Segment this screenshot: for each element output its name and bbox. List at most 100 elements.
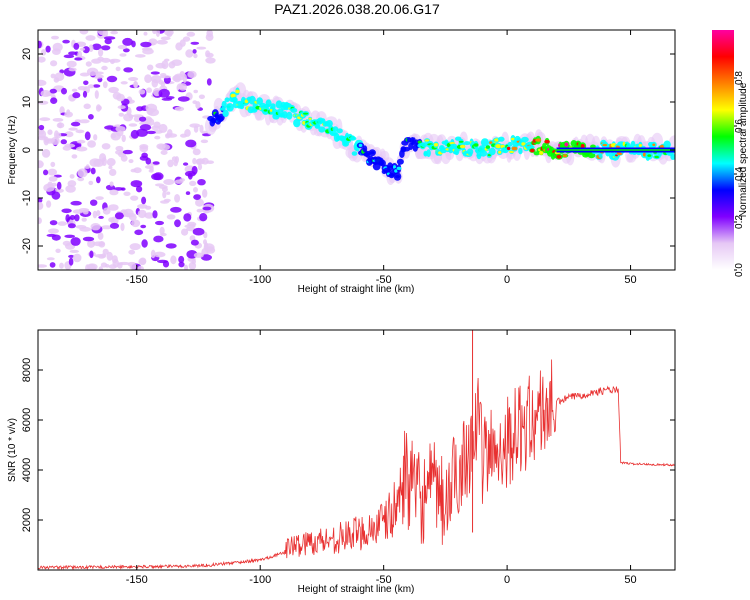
- noise-blob: [130, 129, 140, 139]
- noise-blob: [69, 249, 80, 253]
- ridge-core: [230, 93, 236, 98]
- snr-xtick-label: -100: [249, 574, 271, 586]
- noise-blob: [141, 239, 148, 248]
- noise-blob: [177, 96, 190, 102]
- noise-blob: [84, 131, 91, 141]
- noise-blob: [139, 155, 149, 161]
- noise-blob: [118, 112, 125, 117]
- noise-blob: [130, 195, 139, 201]
- noise-blob: [154, 183, 165, 187]
- ridge-core: [508, 150, 515, 153]
- ridge-core: [303, 112, 309, 115]
- noise-blob: [130, 168, 137, 173]
- noise-blob: [117, 262, 124, 266]
- noise-blob: [103, 36, 116, 40]
- noise-blob: [72, 209, 84, 214]
- ridge-core: [458, 140, 464, 143]
- noise-blob: [174, 106, 185, 112]
- ridge-core: [498, 150, 502, 154]
- noise-blob: [63, 54, 75, 59]
- noise-blob: [52, 42, 63, 52]
- noise-blob: [179, 178, 185, 182]
- ridge-core: [343, 142, 348, 146]
- noise-blob: [203, 231, 208, 239]
- noise-blob: [54, 72, 65, 81]
- ridge-core: [358, 143, 363, 147]
- noise-blob: [86, 67, 99, 77]
- noise-blob: [77, 168, 88, 178]
- noise-blob: [71, 88, 78, 92]
- spectrogram-marks: [38, 30, 675, 270]
- noise-blob: [170, 206, 182, 213]
- noise-blob: [106, 158, 116, 167]
- noise-blob: [38, 56, 46, 63]
- noise-blob: [58, 122, 63, 129]
- noise-blob: [82, 236, 95, 242]
- noise-blob: [69, 215, 76, 220]
- ridge-core: [506, 146, 511, 151]
- noise-blob: [50, 73, 56, 79]
- noise-blob: [183, 213, 192, 222]
- colorbar-tick-label: 0.6: [734, 119, 745, 133]
- noise-blob: [152, 161, 160, 165]
- noise-blob: [49, 88, 57, 94]
- ridge-core: [638, 144, 643, 147]
- ridge-mark: [488, 147, 496, 156]
- noise-blob: [92, 210, 98, 219]
- figure-title: PAZ1.2026.038.20.06.G17: [274, 1, 440, 17]
- noise-blob: [81, 217, 87, 222]
- noise-blob: [150, 249, 156, 259]
- noise-blob: [196, 158, 205, 165]
- noise-blob: [39, 117, 51, 122]
- noise-blob: [133, 81, 139, 89]
- snr-xtick-label: -150: [126, 574, 148, 586]
- noise-blob: [64, 143, 76, 148]
- noise-blob: [101, 157, 107, 167]
- ridge-core: [539, 150, 544, 155]
- noise-blob: [43, 169, 49, 176]
- spectrogram-ylabel: Frequency (Hz): [7, 116, 18, 185]
- ridge-mark: [379, 159, 386, 167]
- snr-series-line: [38, 359, 675, 570]
- ridge-core: [510, 137, 516, 141]
- noise-blob: [98, 241, 106, 248]
- ridge-core: [580, 144, 585, 149]
- noise-blob: [134, 229, 144, 236]
- noise-blob: [100, 225, 112, 230]
- noise-blob: [185, 139, 197, 148]
- noise-blob: [192, 157, 197, 165]
- noise-blob: [161, 186, 168, 193]
- noise-blob: [178, 83, 187, 91]
- noise-blob: [134, 54, 146, 58]
- snr-ytick-label: 8000: [21, 358, 33, 382]
- noise-blob: [70, 237, 81, 246]
- noise-blob: [190, 223, 196, 227]
- spectrogram-ytick-label: 20: [21, 48, 33, 60]
- noise-blob: [88, 114, 94, 120]
- noise-blob: [183, 162, 189, 166]
- noise-blob: [154, 135, 161, 140]
- ridge-core: [424, 139, 430, 142]
- noise-blob: [62, 39, 70, 44]
- ridge-core: [263, 109, 268, 112]
- noise-blob: [189, 180, 197, 186]
- ridge-core: [511, 146, 518, 151]
- ridge-mark: [224, 97, 230, 103]
- noise-blob: [186, 31, 196, 37]
- noise-blob: [151, 78, 159, 88]
- noise-blob: [120, 81, 128, 85]
- noise-blob: [95, 104, 102, 112]
- noise-blob: [96, 176, 101, 184]
- noise-blob: [72, 253, 82, 263]
- spectrogram-ytick-label: 10: [21, 96, 33, 108]
- colorbar-tick-label: 0.8: [734, 71, 745, 85]
- ridge-core: [394, 169, 398, 173]
- ridge-core: [647, 154, 652, 157]
- noise-blob: [193, 187, 198, 193]
- noise-blob: [196, 208, 203, 213]
- ridge-mark: [286, 111, 293, 120]
- ridge-mark: [362, 145, 368, 153]
- noise-blob: [187, 70, 197, 78]
- noise-blob: [155, 220, 164, 226]
